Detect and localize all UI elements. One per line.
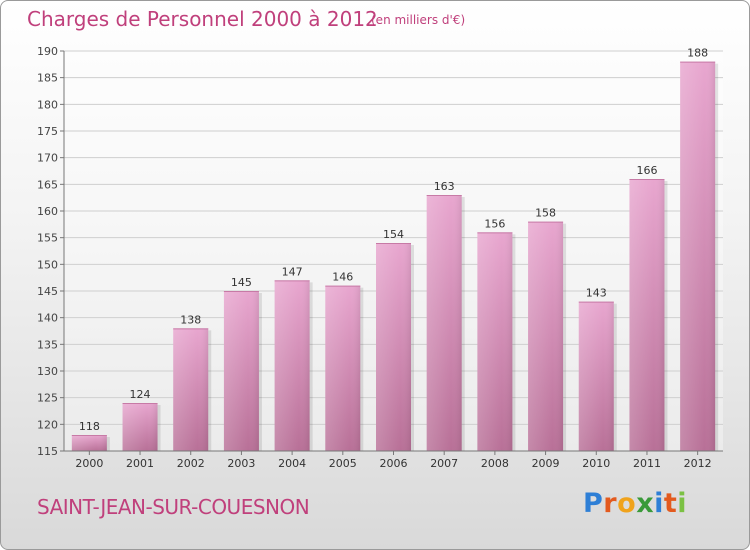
- y-tick-label: 185: [37, 72, 58, 85]
- x-tick-label: 2012: [684, 457, 712, 470]
- bar-sheen: [629, 179, 665, 451]
- y-tick-label: 135: [37, 338, 58, 351]
- x-tick-label: 2005: [329, 457, 357, 470]
- y-tick-label: 140: [37, 312, 58, 325]
- x-tick-label: 2002: [177, 457, 205, 470]
- logo-letter: i: [677, 488, 688, 519]
- value-labels: 118 124 138 145 147 146 154 163 156 158 143 166 188: [79, 47, 708, 433]
- value-label: 124: [130, 388, 151, 401]
- logo-letter: i: [654, 488, 664, 519]
- value-label: 154: [383, 228, 404, 241]
- value-label: 138: [180, 313, 201, 326]
- y-tick-label: 160: [37, 205, 58, 218]
- y-tick-label: 190: [37, 45, 58, 58]
- proxiti-logo: Proxiti: [583, 488, 687, 519]
- x-tick-label: 2004: [278, 457, 306, 470]
- value-label: 166: [636, 164, 657, 177]
- bars: [71, 61, 719, 452]
- y-tick-label: 155: [37, 232, 58, 245]
- x-tick-label: 2000: [75, 457, 103, 470]
- bar-sheen: [173, 328, 209, 451]
- value-label: 147: [282, 265, 303, 278]
- chart-subtitle: (en milliers d'€): [371, 13, 466, 27]
- bar-sheen: [223, 291, 259, 451]
- bar-sheen: [325, 285, 361, 451]
- y-tick-label: 130: [37, 365, 58, 378]
- bar-sheen: [274, 280, 310, 451]
- bar-sheen: [528, 221, 564, 451]
- bar-sheen: [680, 61, 716, 452]
- x-tick-label: 2010: [582, 457, 610, 470]
- logo-letter: t: [663, 488, 678, 519]
- x-tick-label: 2011: [633, 457, 661, 470]
- value-label: 146: [332, 271, 353, 284]
- value-label: 188: [687, 47, 708, 60]
- y-tick-label: 115: [37, 445, 58, 458]
- y-tick-label: 120: [37, 418, 58, 431]
- value-label: 163: [434, 180, 455, 193]
- logo-letter: x: [636, 488, 655, 519]
- chart-title: Charges de Personnel 2000 à 2012: [27, 7, 378, 31]
- axes: 115 120 125 130 135 140 145 150 155 160 165 170 175 1…: [37, 45, 723, 470]
- value-label: 143: [586, 287, 607, 300]
- value-label: 156: [484, 217, 505, 230]
- y-tick-label: 170: [37, 152, 58, 165]
- y-tick-label: 125: [37, 392, 58, 405]
- logo-letter: P: [583, 488, 604, 519]
- logo-letter: o: [617, 488, 637, 519]
- value-label: 145: [231, 276, 252, 289]
- logo-letter: r: [603, 488, 618, 519]
- bar-sheen: [477, 232, 513, 451]
- x-tick-label: 2006: [380, 457, 408, 470]
- value-label: 158: [535, 207, 556, 220]
- bar-sheen: [426, 195, 462, 451]
- y-tick-label: 165: [37, 178, 58, 191]
- bar-sheen: [376, 243, 411, 451]
- value-label: 118: [79, 420, 100, 433]
- y-tick-label: 145: [37, 285, 58, 298]
- x-tick-label: 2008: [481, 457, 509, 470]
- y-tick-label: 175: [37, 125, 58, 138]
- x-tick-label: 2003: [227, 457, 255, 470]
- y-tick-label: 150: [37, 258, 58, 271]
- x-tick-label: 2001: [126, 457, 154, 470]
- x-tick-label: 2009: [532, 457, 560, 470]
- y-tick-label: 180: [37, 98, 58, 111]
- x-tick-label: 2007: [430, 457, 458, 470]
- bar-sheen: [122, 403, 158, 451]
- bar-sheen: [71, 435, 107, 451]
- bar-sheen: [578, 301, 614, 451]
- city-name: SAINT-JEAN-SUR-COUESNON: [37, 495, 310, 519]
